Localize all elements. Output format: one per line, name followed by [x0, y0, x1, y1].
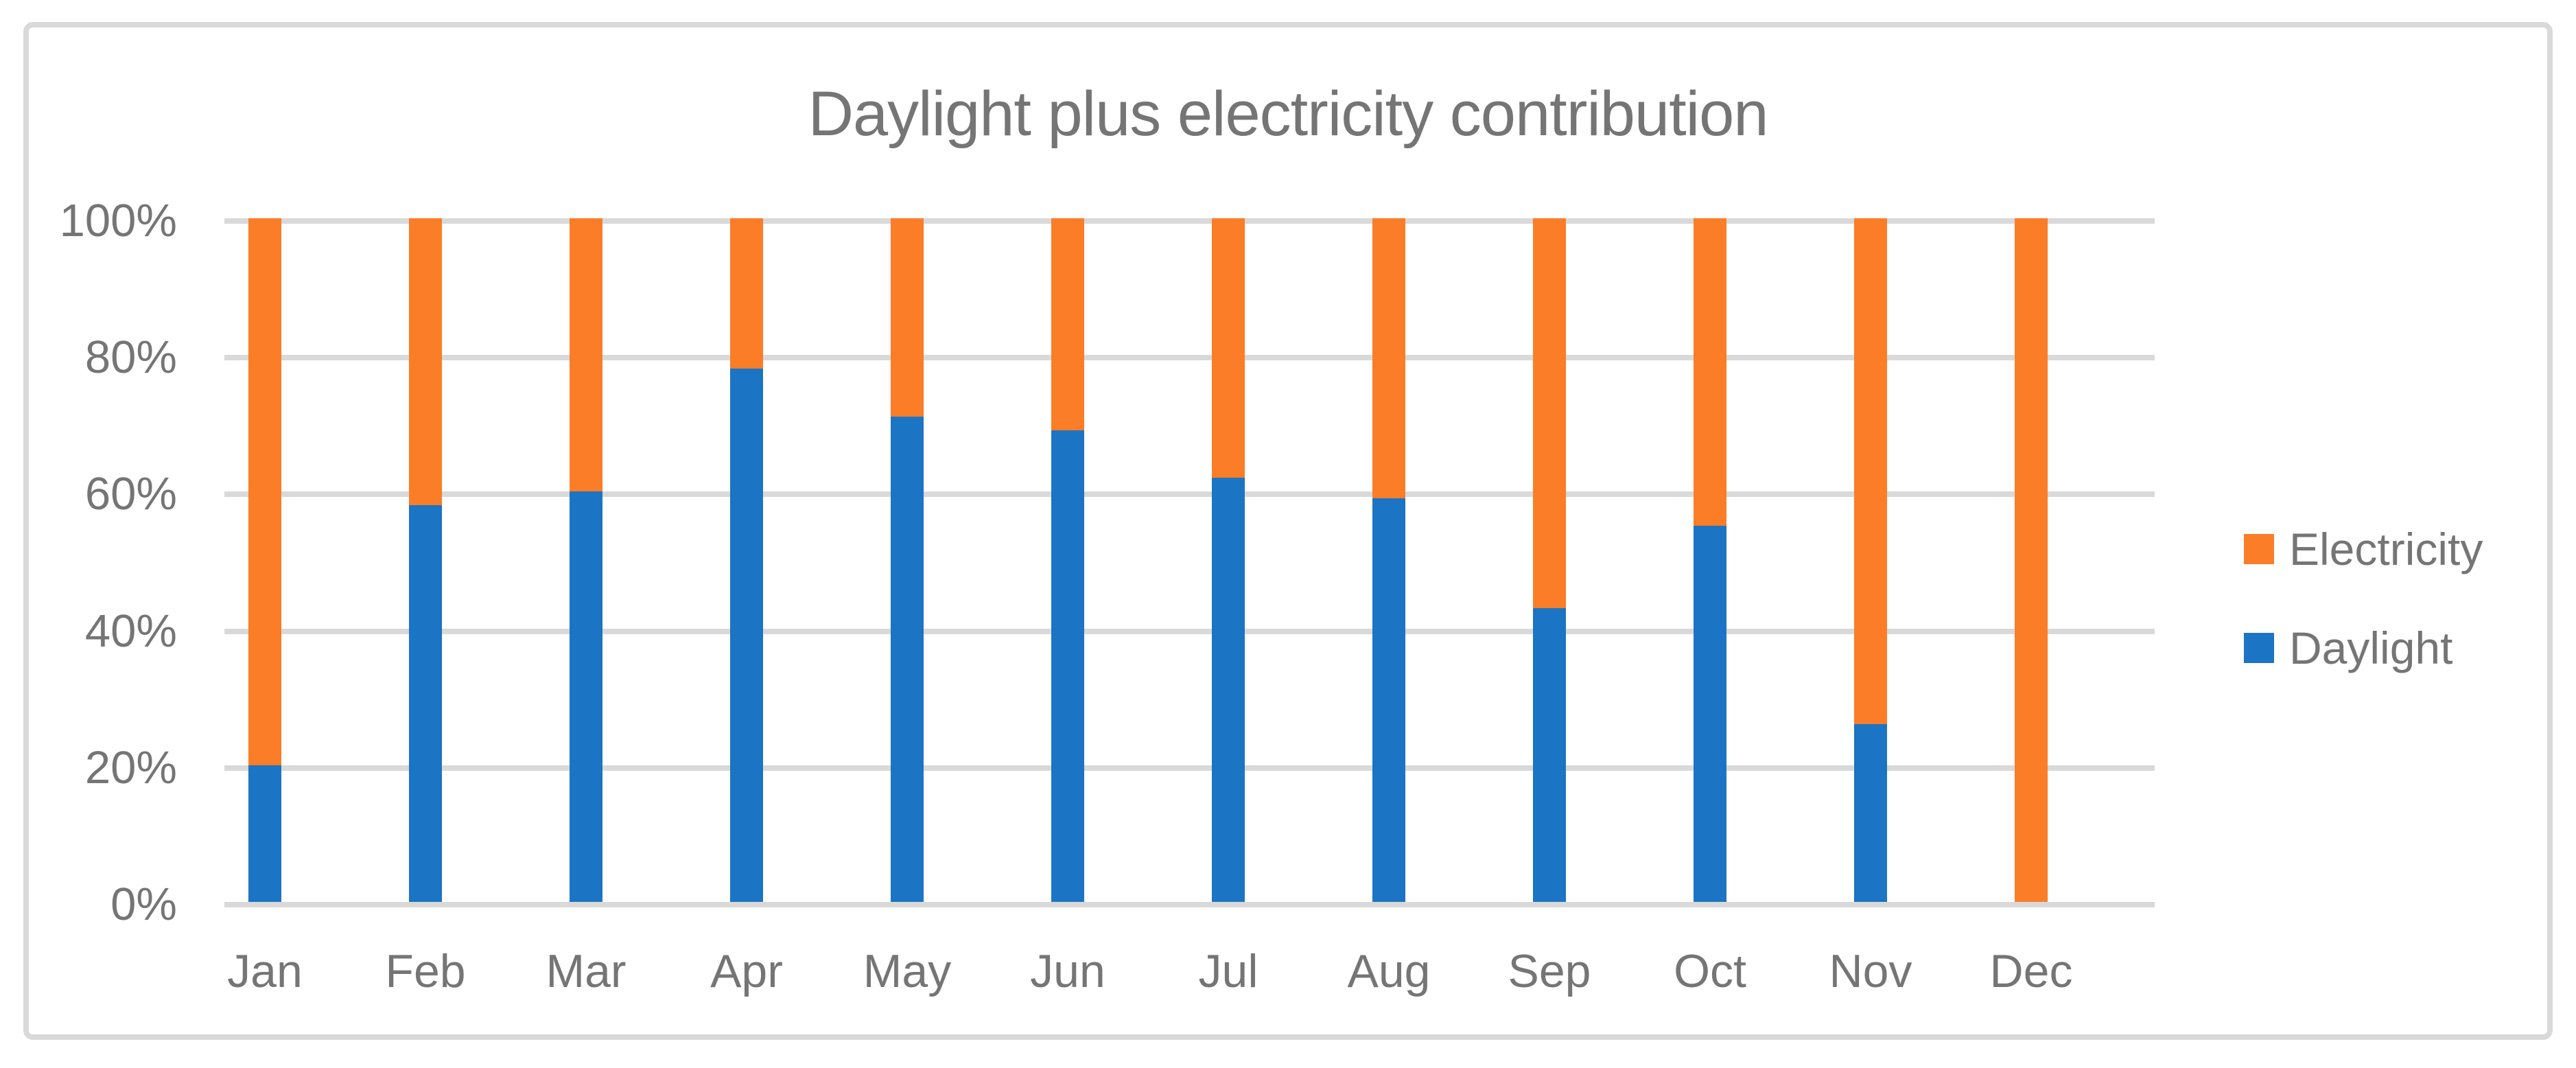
bar-segment-electricity-nov — [1854, 218, 1887, 724]
x-axis-label-oct: Oct — [1674, 945, 1746, 997]
x-axis-label-sep: Sep — [1508, 945, 1591, 997]
x-axis-label-jan: Jan — [227, 945, 303, 997]
bar-segment-electricity-aug — [1372, 218, 1405, 498]
legend-label-electricity: Electricity — [2289, 524, 2483, 574]
x-axis-label-aug: Aug — [1347, 945, 1431, 997]
x-axis-label-nov: Nov — [1829, 945, 1912, 997]
bar-segment-electricity-may — [891, 218, 924, 417]
chart-frame-border — [23, 22, 2553, 1040]
x-axis-label-may: May — [863, 945, 952, 997]
bar-segment-electricity-apr — [730, 218, 763, 369]
bar-segment-daylight-jun — [1051, 430, 1084, 902]
bar-segment-electricity-mar — [570, 218, 602, 491]
bar-segment-daylight-may — [891, 417, 924, 902]
x-axis-label-apr: Apr — [710, 945, 783, 997]
gridline — [224, 765, 2155, 771]
y-axis-tick-label: 0% — [110, 879, 177, 930]
gridline — [224, 628, 2155, 634]
bar-segment-daylight-sep — [1533, 608, 1566, 902]
bar-segment-daylight-mar — [570, 491, 602, 902]
x-axis-label-jul: Jul — [1198, 945, 1258, 997]
bar-segment-electricity-jun — [1051, 218, 1084, 430]
bar-segment-electricity-oct — [1694, 218, 1726, 526]
bar-segment-electricity-feb — [409, 218, 442, 505]
legend-label-daylight: Daylight — [2289, 623, 2453, 673]
y-axis-tick-label: 60% — [84, 468, 177, 520]
bar-segment-daylight-oct — [1694, 526, 1726, 902]
y-axis-tick-label: 20% — [84, 741, 177, 793]
bar-segment-daylight-feb — [409, 505, 442, 902]
bar-segment-electricity-jan — [248, 218, 281, 765]
bar-segment-daylight-nov — [1854, 724, 1887, 902]
bar-segment-electricity-sep — [1533, 218, 1566, 608]
legend-swatch-electricity — [2244, 534, 2274, 564]
bar-segment-daylight-jul — [1212, 478, 1245, 902]
gridline — [224, 218, 2155, 224]
x-axis-label-dec: Dec — [1989, 945, 2073, 997]
bar-segment-electricity-dec — [2015, 218, 2048, 902]
y-axis-tick-label: 80% — [84, 332, 177, 384]
bar-segment-daylight-apr — [730, 369, 763, 902]
x-axis-label-mar: Mar — [546, 945, 627, 997]
x-axis-label-jun: Jun — [1030, 945, 1105, 997]
bar-segment-electricity-jul — [1212, 218, 1245, 478]
y-axis-tick-label: 100% — [59, 195, 177, 246]
y-axis-tick-label: 40% — [84, 605, 177, 657]
chart-title: Daylight plus electricity contribution — [808, 79, 1769, 149]
x-axis-line — [224, 902, 2155, 907]
gridline — [224, 491, 2155, 498]
bar-segment-daylight-aug — [1372, 498, 1405, 902]
legend-swatch-daylight — [2244, 633, 2274, 663]
x-axis-label-feb: Feb — [385, 945, 466, 997]
gridline — [224, 355, 2155, 361]
bar-segment-daylight-jan — [248, 765, 281, 902]
